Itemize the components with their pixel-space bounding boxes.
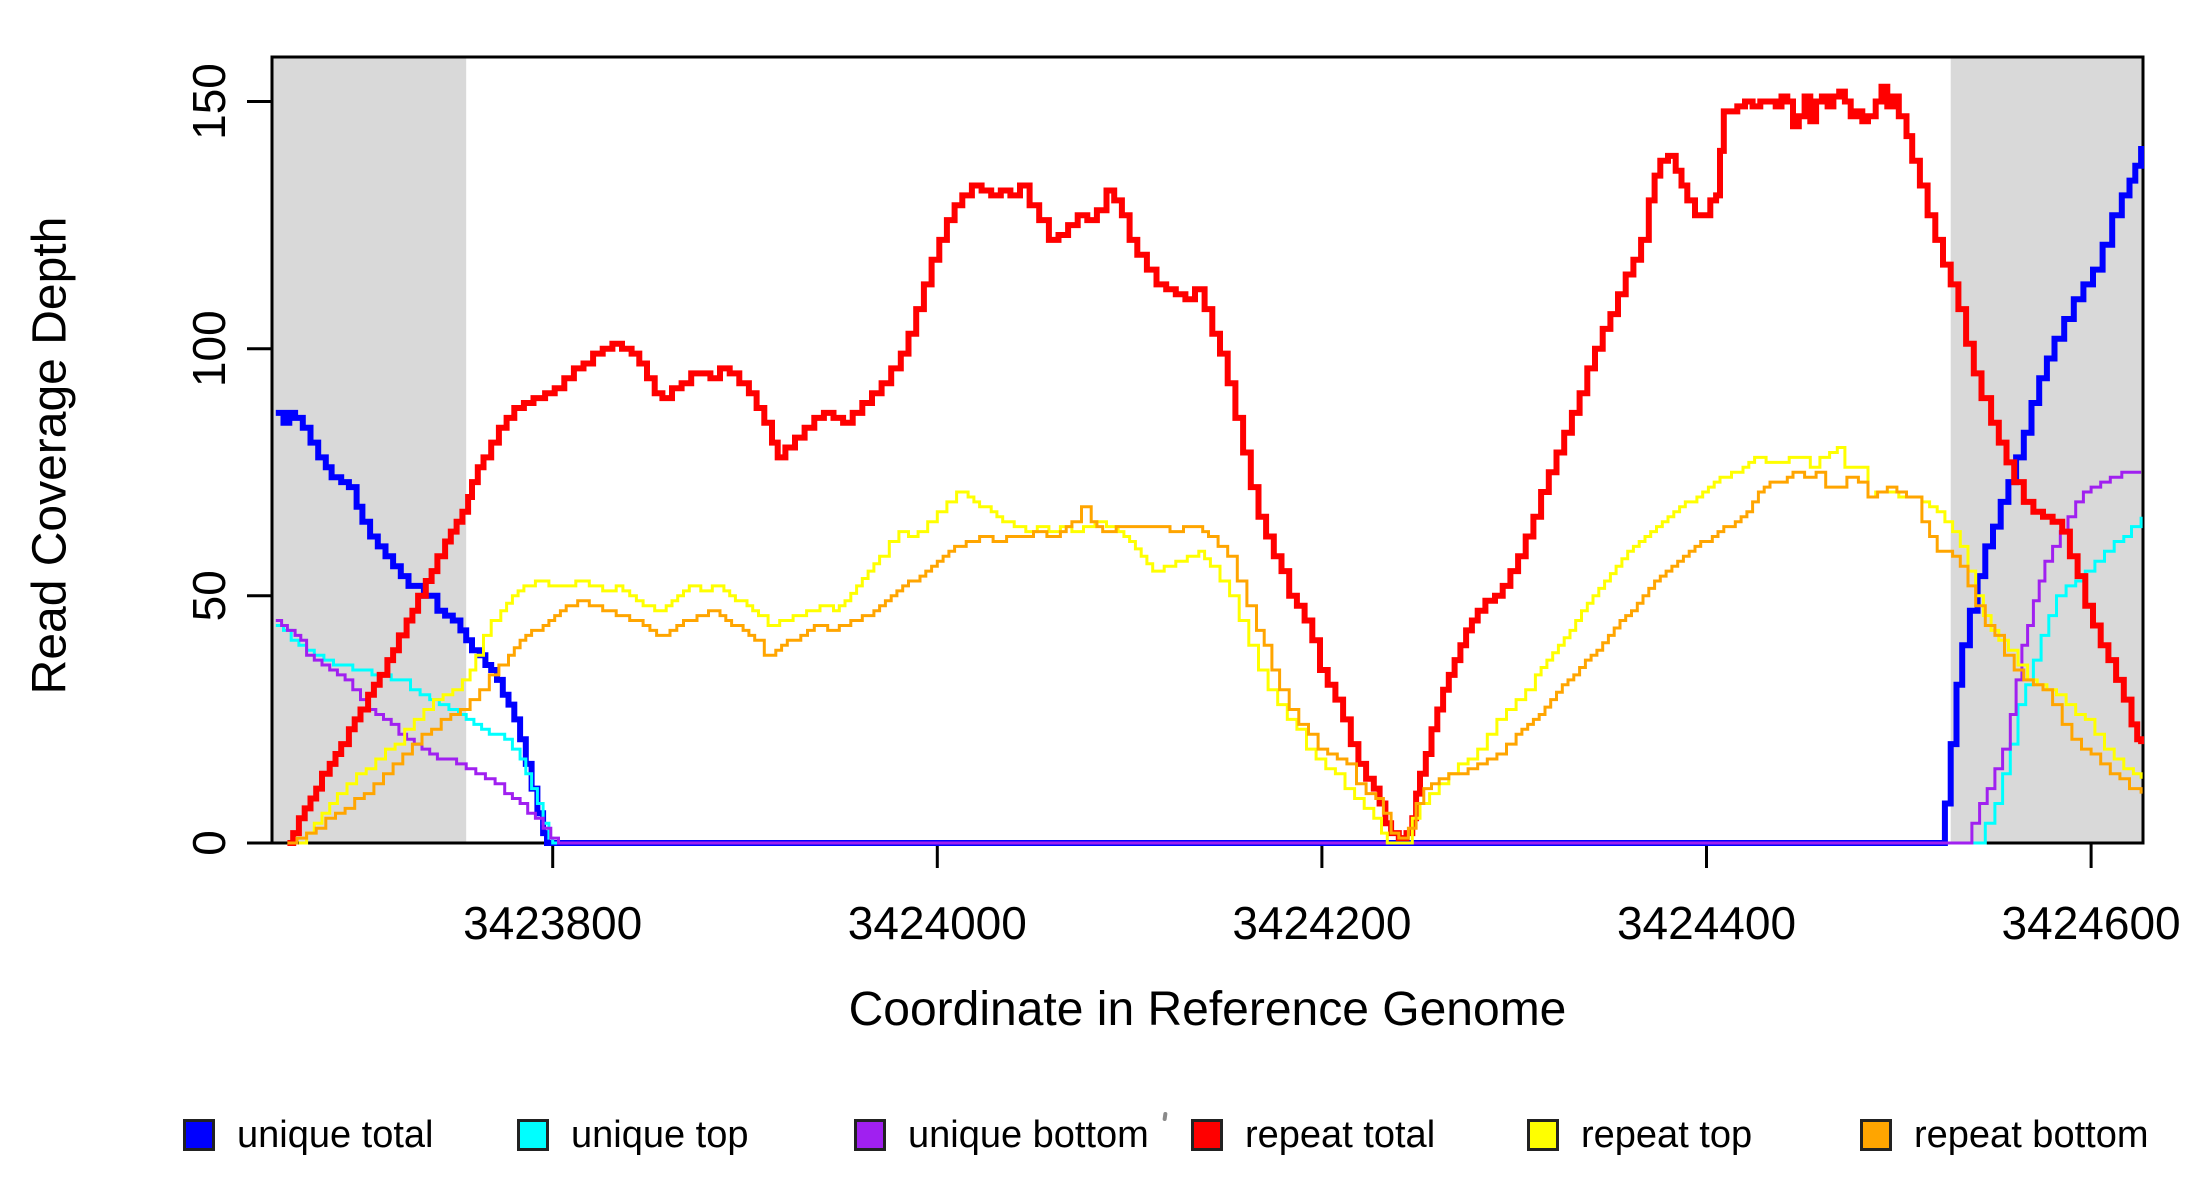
x-tick-label: 3424600 — [2002, 897, 2181, 949]
masked-region-left — [272, 57, 467, 843]
legend-swatch-repeat-top — [1527, 1119, 1559, 1151]
legend-swatch-repeat-total — [1191, 1119, 1223, 1151]
legend-label-unique-top: unique top — [571, 1113, 749, 1156]
legend-swatch-unique-top — [517, 1119, 549, 1151]
legend-item-unique-total: unique total — [183, 1114, 434, 1156]
series-unique-total-line — [275, 146, 2145, 846]
y-tick-label: 100 — [183, 310, 235, 387]
x-tick-label: 3424000 — [848, 897, 1027, 949]
y-tick-label: 50 — [183, 570, 235, 621]
y-tick-label: 0 — [183, 830, 235, 856]
series-repeat-total-line — [287, 83, 2145, 846]
legend-label-unique-bottom: unique bottom — [908, 1113, 1149, 1156]
legend-label-unique-total: unique total — [237, 1113, 434, 1156]
legend-item-repeat-top: repeat top — [1527, 1114, 1752, 1156]
legend: unique total unique top unique bottom repea… — [0, 1114, 2200, 1178]
legend-item-repeat-total: repeat total — [1191, 1114, 1435, 1156]
x-tick-label: 3424200 — [1232, 897, 1411, 949]
x-tick-label: 3423800 — [463, 897, 642, 949]
legend-item-repeat-bottom: repeat bottom — [1860, 1114, 2148, 1156]
series-unique-top-line — [275, 516, 2143, 845]
plot-border — [270, 55, 2145, 845]
y-axis-label: Read Coverage Depth — [23, 216, 77, 695]
x-axis-label: Coordinate in Reference Genome — [848, 983, 1567, 1036]
legend-label-repeat-bottom: repeat bottom — [1914, 1113, 2149, 1156]
series-repeat-top-line — [298, 446, 2143, 845]
y-tick-label: 150 — [183, 63, 235, 140]
legend-label-repeat-top: repeat top — [1581, 1113, 1753, 1156]
legend-item-unique-top: unique top — [517, 1114, 749, 1156]
legend-swatch-unique-total — [183, 1119, 215, 1151]
legend-swatch-repeat-bottom — [1860, 1119, 1892, 1151]
x-tick-label: 3424400 — [1617, 897, 1796, 949]
masked-region-right — [1950, 57, 2143, 843]
legend-swatch-unique-bottom — [854, 1119, 886, 1151]
series-unique-bottom-line — [275, 470, 2142, 845]
legend-item-unique-bottom: unique bottom — [854, 1114, 1149, 1156]
series-repeat-bottom-line — [287, 470, 2143, 845]
legend-label-repeat-total: repeat total — [1245, 1113, 1436, 1156]
